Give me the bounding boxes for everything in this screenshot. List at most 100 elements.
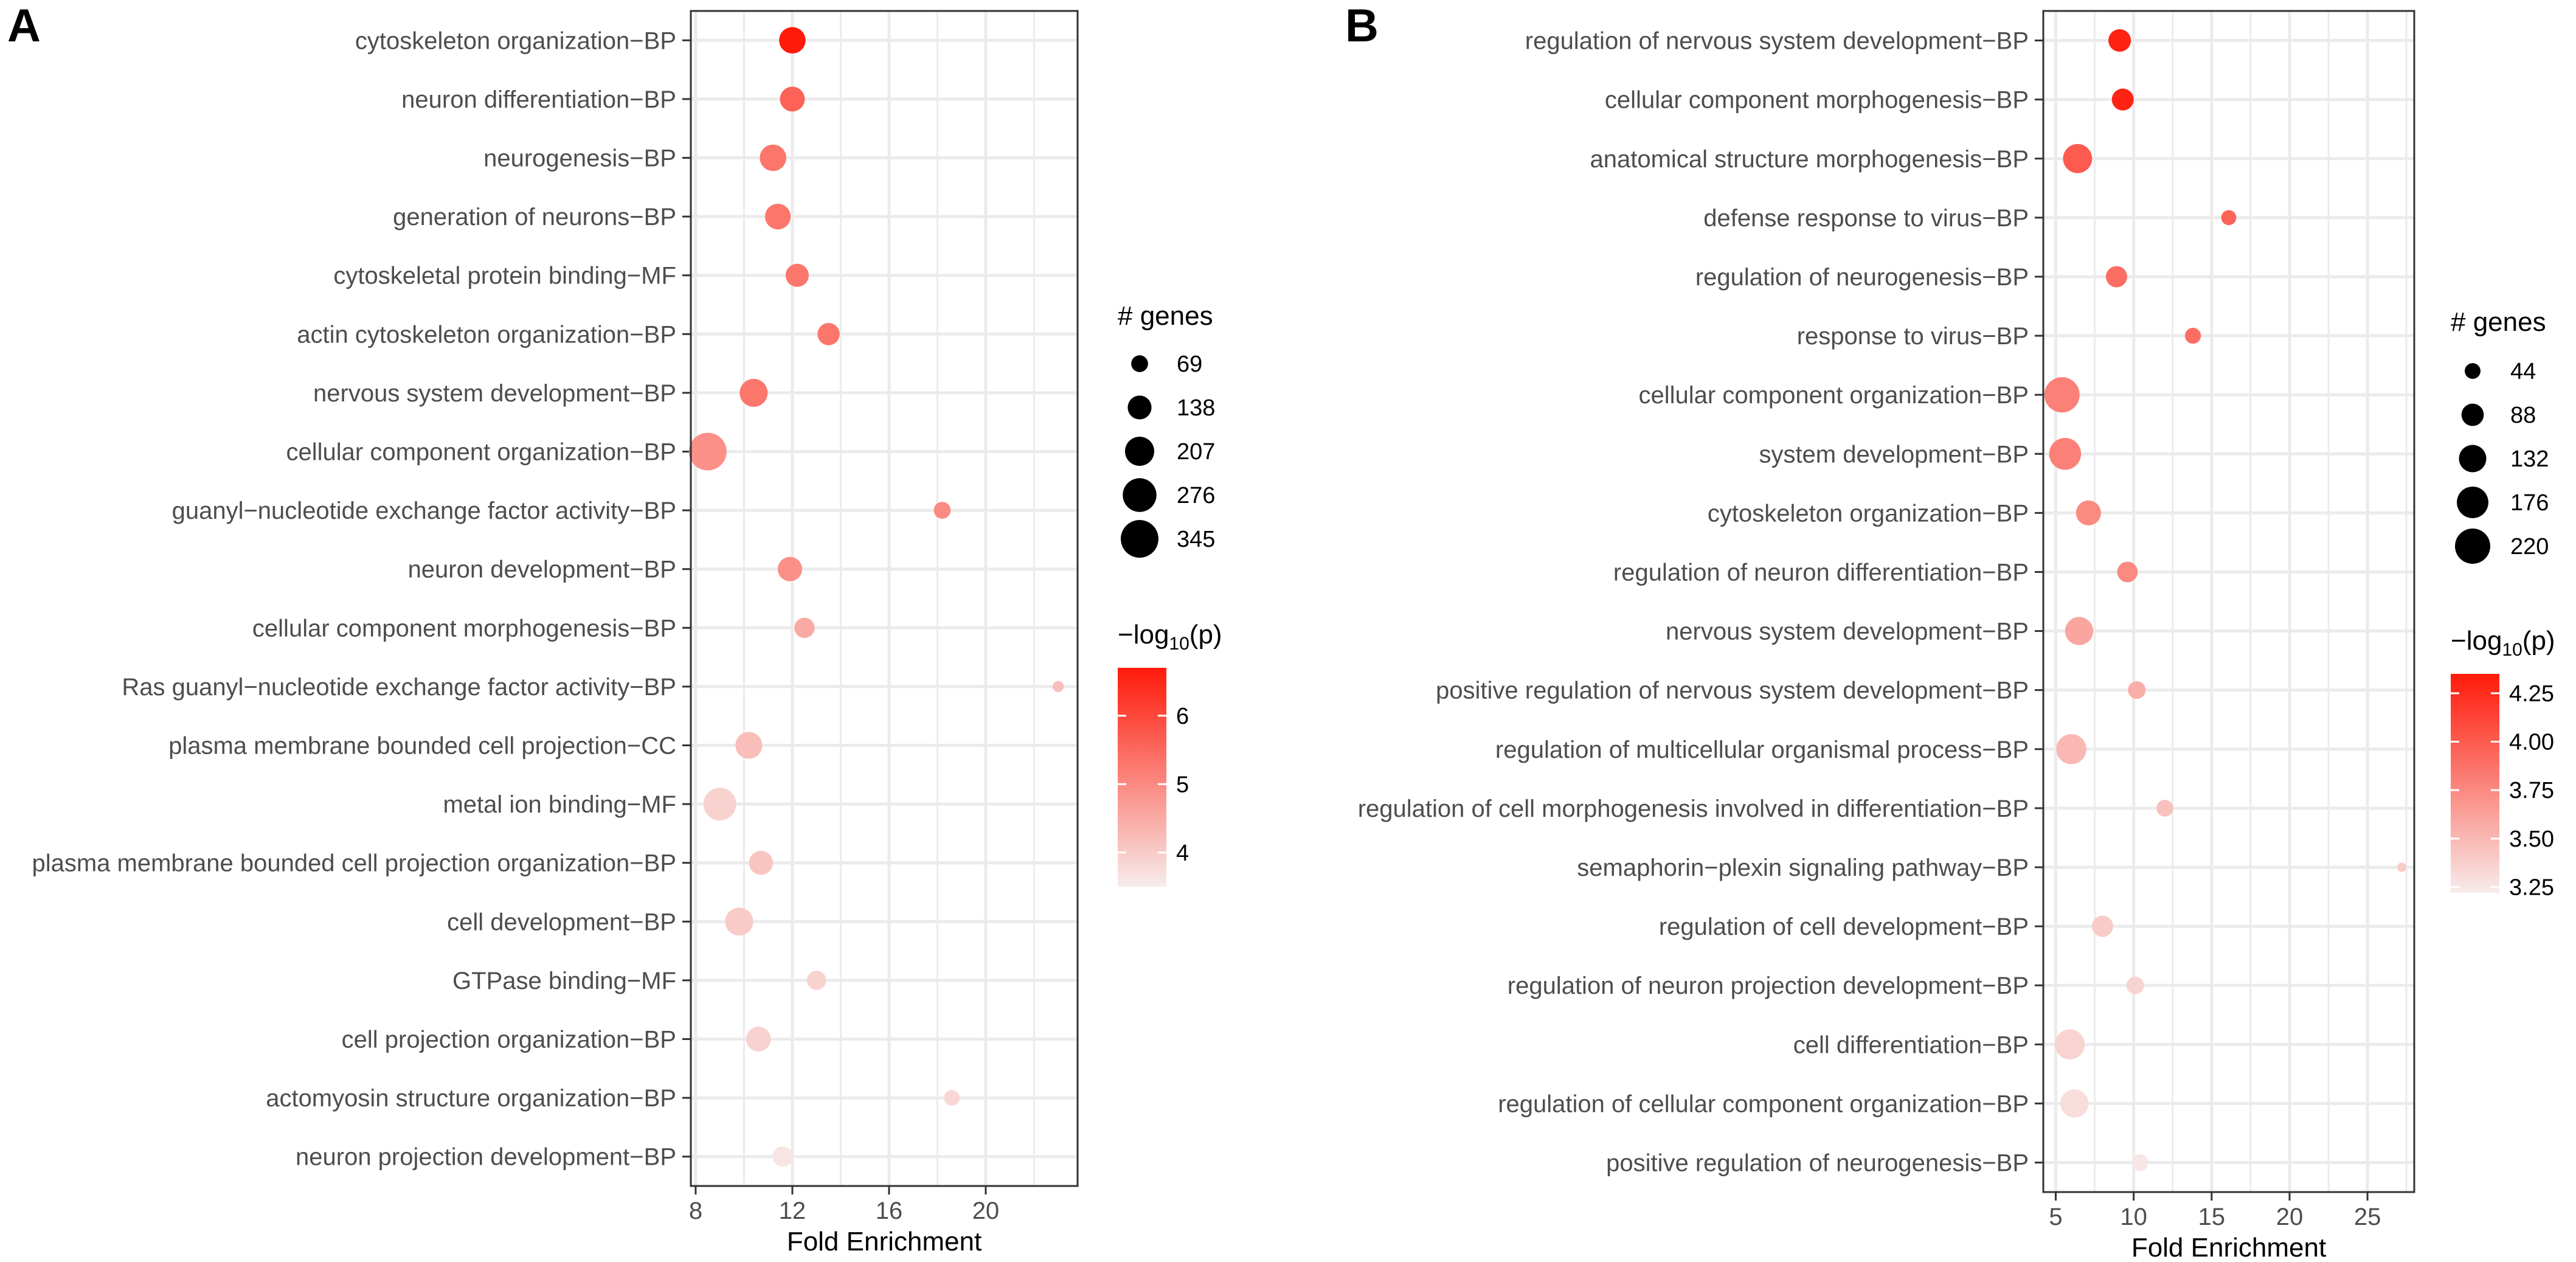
y-tick-label: actomyosin structure organization−BP (266, 1085, 676, 1112)
y-tick-label: guanyl−nucleotide exchange factor activi… (172, 498, 676, 524)
point-9 (2076, 500, 2101, 525)
point-1 (779, 27, 806, 54)
panel-a-colorbar (1118, 668, 1166, 887)
point-10 (2117, 561, 2138, 583)
y-tick-label: nervous system development−BP (313, 380, 676, 407)
y-tick-label: plasma membrane bounded cell projection−… (168, 733, 676, 760)
x-tick-label: 25 (2354, 1204, 2381, 1230)
size-legend-label: 207 (1177, 439, 1215, 465)
size-legend-label: 220 (2510, 534, 2549, 560)
panel-b: regulation of nervous system development… (1358, 10, 2555, 1262)
point-11 (2065, 617, 2094, 645)
panel-a-size-legend-title: # genes (1118, 301, 1213, 331)
size-legend-key (1123, 478, 1157, 512)
size-legend-key (1124, 436, 1155, 466)
colorbar-tick-label: 3.50 (2509, 827, 2554, 852)
panel-a-grid (691, 11, 1078, 1186)
y-tick-label: cytoskeletal protein binding−MF (333, 263, 676, 289)
panel-a-color-legend-title: −log10(p) (1118, 620, 1222, 654)
panel-a-color-legend: −log10(p) 4 5 6 (1118, 620, 1222, 887)
size-legend-label: 345 (1177, 527, 1215, 552)
panel-b-size-legend: # genes 44 88 132 176 220 (2451, 307, 2549, 564)
point-6 (2184, 327, 2201, 344)
panel-b-points (2044, 29, 2407, 1171)
x-tick-label: 15 (2198, 1204, 2226, 1230)
y-tick-label: positive regulation of nervous system de… (1436, 678, 2029, 704)
point-10 (777, 556, 803, 581)
point-16 (725, 907, 753, 936)
point-14 (2156, 800, 2173, 817)
panel-a-size-legend: # genes 69 138 207 276 345 (1118, 301, 1215, 558)
point-7 (739, 378, 768, 407)
y-tick-label: regulation of cell morphogenesis involve… (1358, 796, 2029, 822)
y-tick-label: cellular component organization−BP (1638, 382, 2029, 409)
point-1 (2108, 29, 2131, 52)
y-tick-label: cell differentiation−BP (1793, 1031, 2029, 1058)
colorbar-tick-label: 5 (1176, 772, 1189, 797)
y-tick-label: cell development−BP (447, 909, 676, 935)
panel-b-frame (2042, 10, 2415, 1193)
panel-a-x-axis: 8 12 16 20 (689, 1186, 999, 1224)
point-11 (794, 617, 815, 638)
y-tick-label: regulation of neuron differentiation−BP (1613, 559, 2029, 586)
y-tick-label: system development−BP (1759, 441, 2029, 468)
y-tick-label: cytoskeleton organization−BP (355, 27, 676, 54)
point-20 (2131, 1154, 2148, 1171)
x-tick-label: 8 (689, 1198, 702, 1224)
size-legend-key (2461, 403, 2484, 426)
size-legend-label: 138 (1177, 395, 1215, 421)
y-tick-label: cell projection organization−BP (342, 1027, 676, 1053)
point-6 (817, 323, 840, 345)
size-legend-label: 132 (2510, 446, 2549, 472)
size-legend-key (2455, 529, 2490, 564)
x-tick-label: 12 (779, 1198, 806, 1224)
y-tick-label: response to virus−BP (1797, 323, 2029, 350)
point-2 (2111, 88, 2134, 111)
size-legend-label: 44 (2510, 359, 2536, 384)
point-3 (2063, 144, 2093, 173)
point-15 (2397, 862, 2407, 872)
x-tick-label: 16 (876, 1198, 903, 1224)
point-8 (688, 432, 727, 471)
point-15 (749, 850, 774, 875)
colorbar-tick-label: 6 (1176, 704, 1189, 729)
point-19 (944, 1090, 960, 1106)
y-tick-label: cellular component morphogenesis−BP (1605, 87, 2029, 114)
y-tick-label: cytoskeleton organization−BP (1708, 500, 2029, 527)
point-16 (2091, 915, 2113, 937)
y-tick-label: Ras guanyl−nucleotide exchange factor ac… (122, 674, 676, 701)
y-tick-label: actin cytoskeleton organization−BP (297, 321, 676, 348)
x-tick-label: 20 (2276, 1204, 2304, 1230)
size-legend-key (1121, 520, 1158, 558)
y-tick-label: regulation of cell development−BP (1659, 914, 2029, 940)
panel-b-size-legend-title: # genes (2451, 307, 2546, 337)
x-tick-label: 5 (2049, 1204, 2062, 1230)
point-19 (2060, 1089, 2089, 1118)
y-tick-label: metal ion binding−MF (443, 791, 676, 818)
point-12 (2128, 681, 2146, 699)
point-3 (760, 144, 786, 172)
point-4 (764, 203, 791, 230)
y-tick-label: regulation of multicellular organismal p… (1495, 737, 2029, 763)
y-tick-label: regulation of neuron projection developm… (1508, 973, 2029, 999)
panel-label-a: A (7, 0, 41, 52)
point-14 (703, 788, 736, 821)
y-tick-label: cellular component morphogenesis−BP (252, 615, 676, 642)
size-legend-key (1127, 395, 1152, 420)
y-tick-label: neuron differentiation−BP (401, 86, 676, 113)
point-20 (772, 1146, 793, 1167)
size-legend-key (1131, 355, 1148, 372)
y-tick-label: neurogenesis−BP (483, 145, 676, 172)
panel-a-x-title: Fold Enrichment (787, 1227, 982, 1257)
panel-a-y-labels: cytoskeleton organization−BP neuron diffe… (32, 27, 691, 1171)
y-tick-label: semaphorin−plexin signaling pathway−BP (1577, 855, 2029, 881)
y-tick-label: generation of neurons−BP (393, 204, 676, 231)
y-tick-label: defense response to virus−BP (1703, 205, 2029, 232)
panel-a: cytoskeleton organization−BP neuron diffe… (32, 10, 1222, 1257)
point-9 (933, 502, 951, 519)
size-legend-label: 69 (1177, 352, 1202, 377)
colorbar-tick-label: 3.75 (2509, 778, 2554, 803)
point-5 (785, 263, 809, 287)
point-17 (806, 971, 826, 990)
